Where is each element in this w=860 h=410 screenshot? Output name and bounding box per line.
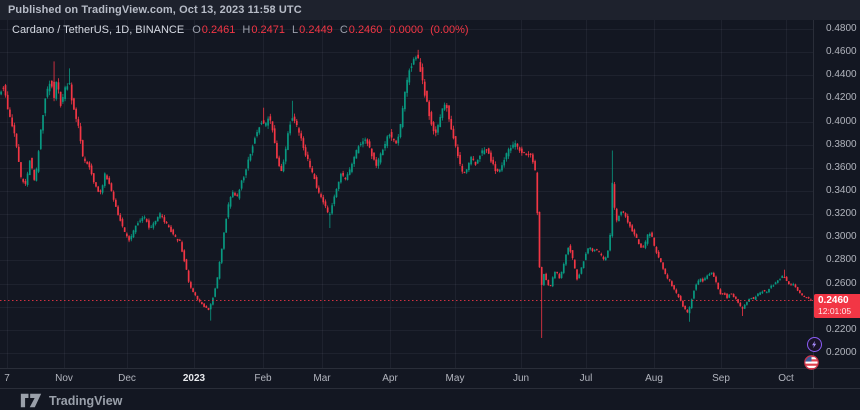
time-tick-May: May <box>445 373 465 384</box>
low-label: L <box>292 24 299 36</box>
change-absolute: 0.0000 <box>389 24 424 36</box>
ohlc-high: H0.2471 <box>242 24 285 36</box>
time-tick-7: 7 <box>4 373 10 384</box>
footer-separator <box>0 388 860 389</box>
price-tick-0.4200: 0.4200 <box>826 92 857 104</box>
price-tick-0.4800: 0.4800 <box>826 23 857 34</box>
tradingview-logo-icon[interactable] <box>20 392 42 409</box>
axis-separator <box>813 20 814 388</box>
brand-name[interactable]: TradingView <box>49 393 123 408</box>
time-tick-Apr: Apr <box>382 373 398 384</box>
time-tick-Oct: Oct <box>778 373 794 384</box>
time-tick-Feb: Feb <box>254 373 272 384</box>
ohlc-low: L0.2449 <box>292 24 333 36</box>
time-tick-Mar: Mar <box>313 373 331 384</box>
footer: TradingView <box>20 392 122 409</box>
time-tick-Sep: Sep <box>712 373 730 384</box>
time-tick-2023: 2023 <box>182 373 206 384</box>
price-tick-0.3600: 0.3600 <box>826 161 857 173</box>
price-tick-0.2600: 0.2600 <box>826 277 857 289</box>
last-price-label: 0.2460 12:01:05 <box>814 293 860 318</box>
price-tick-0.3800: 0.3800 <box>826 138 857 150</box>
time-axis[interactable]: 7 Nov Dec 2023 Feb Mar Apr May Jun Jul Aug Sep Oct <box>0 368 860 388</box>
price-tick-0.4600: 0.4600 <box>826 46 857 58</box>
ohlc-open: O0.2461 <box>192 24 235 36</box>
price-tick-0.4400: 0.4400 <box>826 69 857 81</box>
last-price-value: 0.2460 <box>818 294 849 306</box>
us-flag-badge-icon <box>804 355 819 370</box>
price-tick-0.4000: 0.4000 <box>826 115 857 127</box>
published-text: Published on TradingView.com, Oct 13, 20… <box>8 4 302 16</box>
ohlc-close: C0.2460 <box>340 24 383 36</box>
open-label: O <box>192 24 201 36</box>
price-tick-0.3400: 0.3400 <box>826 185 857 196</box>
close-value: 0.2460 <box>348 24 383 36</box>
high-value: 0.2471 <box>251 24 286 36</box>
published-bar: Published on TradingView.com, Oct 13, 20… <box>0 0 860 20</box>
price-axis[interactable]: 0.2460 12:01:05 0.4800 0.4600 0.4400 0.4200… <box>813 20 860 388</box>
time-tick-Aug: Aug <box>645 373 663 384</box>
close-label: C <box>339 24 348 36</box>
symbol-legend: Cardano / TetherUS, 1D, BINANCE O0.2461 … <box>12 24 476 36</box>
change-percent: (0.00%) <box>430 24 469 36</box>
price-tick-0.2000: 0.2000 <box>826 347 857 358</box>
symbol-title[interactable]: Cardano / TetherUS, 1D, BINANCE <box>12 24 185 36</box>
time-tick-Jul: Jul <box>579 373 593 384</box>
time-tick-Nov: Nov <box>55 373 73 384</box>
time-axis-separator <box>0 368 860 369</box>
bar-countdown: 12:01:05 <box>818 305 852 316</box>
price-tick-0.3200: 0.3200 <box>826 208 857 220</box>
high-label: H <box>242 24 251 36</box>
open-value: 0.2461 <box>201 24 236 36</box>
time-tick-Dec: Dec <box>118 373 136 384</box>
price-tick-0.2800: 0.2800 <box>826 254 857 266</box>
price-tick-0.2200: 0.2200 <box>826 323 857 335</box>
lightning-badge-icon <box>807 337 822 352</box>
price-tick-0.3000: 0.3000 <box>826 231 857 243</box>
time-tick-Jun: Jun <box>512 373 530 384</box>
low-value: 0.2449 <box>299 24 333 36</box>
